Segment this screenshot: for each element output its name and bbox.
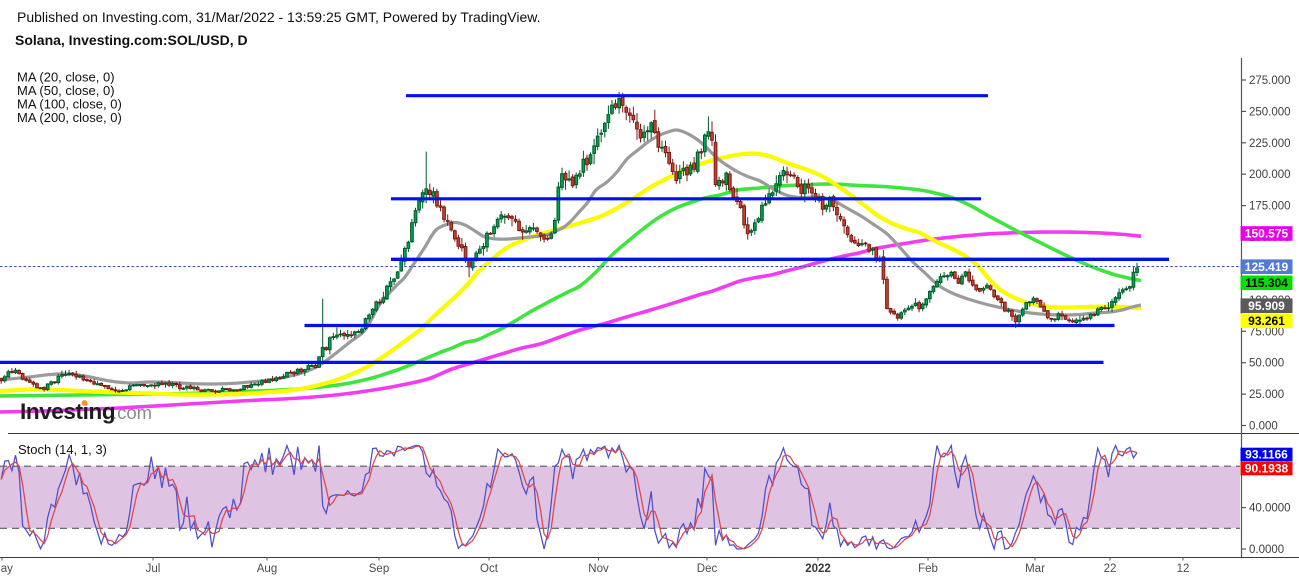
svg-text:40.0000: 40.0000 — [1249, 503, 1291, 515]
svg-text:Dec: Dec — [697, 563, 718, 575]
svg-text:Investing: Investing — [20, 399, 115, 424]
svg-text:200.000: 200.000 — [1249, 169, 1291, 181]
svg-text:Feb: Feb — [918, 563, 938, 575]
svg-text:25.000: 25.000 — [1249, 389, 1284, 401]
svg-text:Published on Investing.com, 31: Published on Investing.com, 31/Mar/2022 … — [17, 9, 540, 25]
svg-text:93.1166: 93.1166 — [1245, 448, 1288, 462]
svg-text:225.000: 225.000 — [1249, 138, 1291, 150]
svg-text:Aug: Aug — [257, 563, 277, 575]
svg-text:150.575: 150.575 — [1245, 227, 1289, 241]
svg-text:MA (200, close, 0): MA (200, close, 0) — [17, 110, 122, 125]
svg-text:Oct: Oct — [480, 563, 499, 575]
svg-text:Jul: Jul — [146, 563, 161, 575]
svg-text:MA (50, close, 0): MA (50, close, 0) — [17, 83, 115, 98]
svg-text:90.1938: 90.1938 — [1245, 462, 1289, 476]
svg-text:2022: 2022 — [805, 563, 831, 575]
svg-text:250.000: 250.000 — [1249, 106, 1291, 118]
svg-text:0.0000: 0.0000 — [1249, 544, 1284, 556]
svg-text:12: 12 — [1177, 563, 1190, 575]
svg-text:0.000: 0.000 — [1249, 421, 1278, 433]
svg-text:50.000: 50.000 — [1249, 358, 1284, 370]
svg-text:115.304: 115.304 — [1245, 276, 1288, 290]
svg-text:125.419: 125.419 — [1245, 260, 1289, 274]
svg-text:Solana, Investing.com:SOL/USD,: Solana, Investing.com:SOL/USD, D — [15, 32, 248, 48]
svg-text:Mar: Mar — [1025, 563, 1045, 575]
svg-text:Stoch (14, 1, 3): Stoch (14, 1, 3) — [18, 442, 107, 457]
svg-text:Nov: Nov — [588, 563, 609, 575]
svg-text:75.000: 75.000 — [1249, 326, 1284, 338]
svg-text:95.909: 95.909 — [1248, 299, 1285, 313]
svg-text:175.000: 175.000 — [1249, 201, 1291, 213]
svg-text:93.261: 93.261 — [1248, 314, 1285, 328]
svg-text:275.000: 275.000 — [1249, 75, 1291, 87]
svg-text:22: 22 — [1104, 563, 1117, 575]
svg-text:.com: .com — [112, 402, 152, 423]
svg-text:Sep: Sep — [369, 563, 389, 575]
svg-text:MA (20, close, 0): MA (20, close, 0) — [17, 70, 115, 85]
svg-text:MA (100, close, 0): MA (100, close, 0) — [17, 97, 122, 112]
svg-text:May: May — [0, 563, 13, 575]
